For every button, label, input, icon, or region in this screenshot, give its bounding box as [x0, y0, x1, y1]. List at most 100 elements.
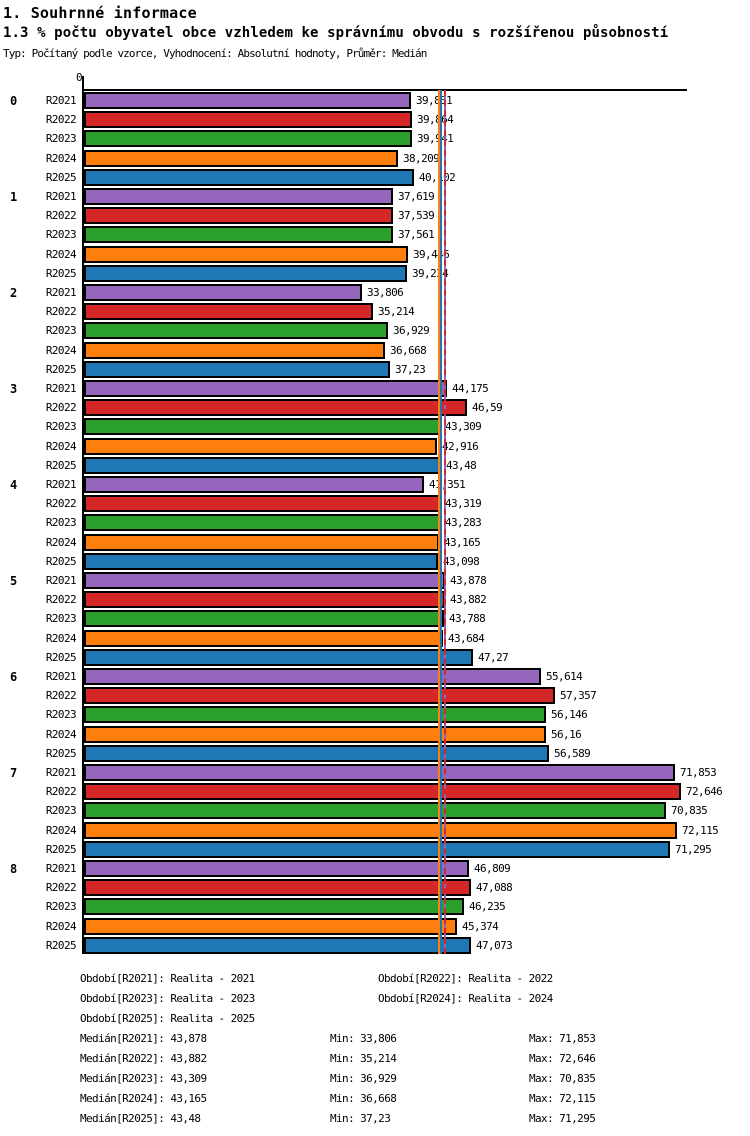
value-label-r2024-cat-7: 72,115 [682, 824, 719, 837]
series-label-r2022: R2022 [45, 209, 77, 222]
series-label-r2025: R2025 [45, 267, 77, 280]
series-label-r2022: R2022 [45, 305, 77, 318]
series-label-r2022: R2022 [45, 497, 77, 510]
value-label-r2024-cat-6: 56,16 [551, 728, 582, 741]
category-label-6: 6 [10, 670, 18, 684]
series-label-r2021: R2021 [45, 574, 77, 587]
bar-r2021-cat-0 [84, 92, 411, 109]
bar-r2022-cat-1 [84, 207, 393, 224]
value-label-r2022-cat-4: 43,319 [445, 497, 482, 510]
series-label-r2025: R2025 [45, 171, 77, 184]
stat-max-r2023: Max: 70,835 [529, 1072, 596, 1085]
value-label-r2025-cat-7: 71,295 [675, 843, 712, 856]
bar-r2025-cat-6 [84, 745, 549, 762]
value-label-r2022-cat-8: 47,088 [476, 881, 513, 894]
value-label-r2021-cat-4: 41,351 [429, 478, 466, 491]
value-label-r2022-cat-2: 35,214 [378, 305, 415, 318]
bar-r2022-cat-6 [84, 687, 555, 704]
series-label-r2023: R2023 [45, 708, 77, 721]
legend-item-r2024: Období[R2024]: Realita - 2024 [378, 992, 553, 1005]
series-label-r2023: R2023 [45, 516, 77, 529]
x-axis-line [82, 89, 687, 91]
value-label-r2021-cat-8: 46,809 [474, 862, 511, 875]
value-label-r2025-cat-0: 40,102 [419, 171, 456, 184]
value-label-r2022-cat-5: 43,882 [450, 593, 487, 606]
bar-r2023-cat-2 [84, 322, 388, 339]
series-label-r2025: R2025 [45, 651, 77, 664]
bar-r2025-cat-7 [84, 841, 670, 858]
series-label-r2023: R2023 [45, 324, 77, 337]
legend-item-r2023: Období[R2023]: Realita - 2023 [80, 992, 255, 1005]
series-label-r2021: R2021 [45, 382, 77, 395]
bar-r2024-cat-7 [84, 822, 677, 839]
bar-r2022-cat-8 [84, 879, 471, 896]
bar-r2024-cat-3 [84, 438, 437, 455]
stat-max-r2025: Max: 71,295 [529, 1112, 596, 1125]
bar-r2025-cat-8 [84, 937, 471, 954]
bar-r2025-cat-1 [84, 265, 407, 282]
series-label-r2022: R2022 [45, 401, 77, 414]
value-label-r2021-cat-6: 55,614 [546, 670, 583, 683]
value-label-r2022-cat-6: 57,357 [560, 689, 597, 702]
value-label-r2021-cat-5: 43,878 [450, 574, 487, 587]
bar-r2024-cat-1 [84, 246, 408, 263]
value-label-r2022-cat-0: 39,864 [417, 113, 454, 126]
stat-max-r2021: Max: 71,853 [529, 1032, 596, 1045]
series-label-r2021: R2021 [45, 94, 77, 107]
bar-r2022-cat-7 [84, 783, 681, 800]
value-label-r2023-cat-8: 46,235 [469, 900, 506, 913]
stat-min-r2024: Min: 36,668 [330, 1092, 397, 1105]
series-label-r2021: R2021 [45, 478, 77, 491]
legend-item-r2022: Období[R2022]: Realita - 2022 [378, 972, 553, 985]
series-label-r2021: R2021 [45, 862, 77, 875]
stat-min-r2022: Min: 35,214 [330, 1052, 397, 1065]
series-label-r2021: R2021 [45, 670, 77, 683]
value-label-r2025-cat-2: 37,23 [395, 363, 426, 376]
value-label-r2023-cat-0: 39,941 [417, 132, 454, 145]
series-label-r2024: R2024 [45, 536, 77, 549]
series-label-r2025: R2025 [45, 843, 77, 856]
value-label-r2025-cat-3: 43,48 [446, 459, 477, 472]
bar-r2024-cat-2 [84, 342, 385, 359]
value-label-r2025-cat-5: 47,27 [478, 651, 509, 664]
series-label-r2024: R2024 [45, 728, 77, 741]
value-label-r2023-cat-3: 43,309 [445, 420, 482, 433]
bar-r2021-cat-1 [84, 188, 393, 205]
bar-r2025-cat-3 [84, 457, 441, 474]
median-line-r2024 [437, 90, 440, 954]
series-label-r2025: R2025 [45, 747, 77, 760]
value-label-r2025-cat-4: 43,098 [443, 555, 480, 568]
bar-r2022-cat-5 [84, 591, 445, 608]
series-label-r2025: R2025 [45, 555, 77, 568]
bar-r2023-cat-0 [84, 130, 412, 147]
bar-r2023-cat-6 [84, 706, 546, 723]
bar-r2023-cat-1 [84, 226, 393, 243]
value-label-r2023-cat-6: 56,146 [551, 708, 588, 721]
stat-max-r2022: Max: 72,646 [529, 1052, 596, 1065]
legend-item-r2025: Období[R2025]: Realita - 2025 [80, 1012, 255, 1025]
series-label-r2023: R2023 [45, 228, 77, 241]
page-title: 1. Souhrnné informace [3, 4, 197, 22]
median-line-r2023 [438, 90, 441, 954]
category-label-0: 0 [10, 94, 18, 108]
bar-r2023-cat-7 [84, 802, 666, 819]
bar-r2024-cat-6 [84, 726, 546, 743]
category-label-4: 4 [10, 478, 18, 492]
series-label-r2023: R2023 [45, 804, 77, 817]
value-label-r2024-cat-4: 43,165 [444, 536, 481, 549]
series-label-r2024: R2024 [45, 632, 77, 645]
bar-r2025-cat-2 [84, 361, 390, 378]
value-label-r2021-cat-0: 39,831 [416, 94, 453, 107]
bar-r2022-cat-4 [84, 495, 440, 512]
value-label-r2023-cat-5: 43,788 [449, 612, 486, 625]
stat-median-r2025: Medián[R2025]: 43,48 [80, 1112, 201, 1125]
value-label-r2021-cat-1: 37,619 [398, 190, 435, 203]
bar-r2021-cat-3 [84, 380, 447, 397]
bar-r2021-cat-5 [84, 572, 445, 589]
category-label-7: 7 [10, 766, 18, 780]
value-label-r2024-cat-0: 38,209 [403, 152, 440, 165]
value-label-r2022-cat-3: 46,59 [472, 401, 503, 414]
value-label-r2025-cat-8: 47,073 [476, 939, 513, 952]
bar-r2021-cat-6 [84, 668, 541, 685]
bar-r2023-cat-3 [84, 418, 440, 435]
